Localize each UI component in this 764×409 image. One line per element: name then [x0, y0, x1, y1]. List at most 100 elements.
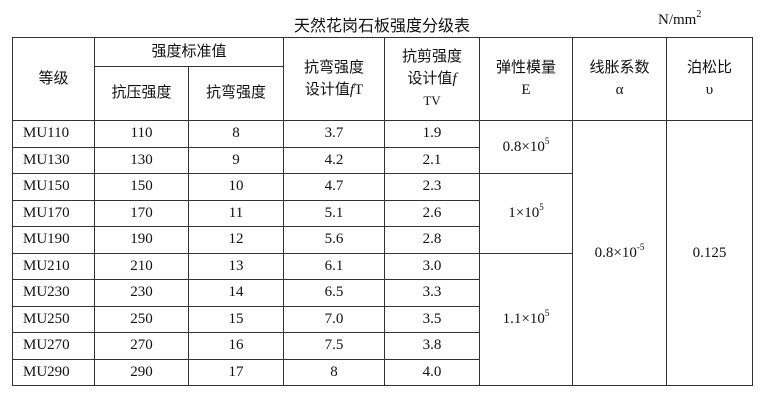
cell-flex-design: 8: [283, 358, 386, 386]
cell-shear-design: 3.5: [384, 305, 481, 333]
cell-expansion: 0.8×10-5: [572, 120, 668, 386]
cell-flex-design: 7.0: [283, 305, 386, 333]
cell-flexural: 13: [187, 252, 285, 280]
cell-flex-design: 6.5: [283, 279, 386, 307]
shear-design-sub: TV: [423, 93, 441, 108]
cell-grade: MU110: [12, 120, 95, 148]
header-standard: 强度标准值: [93, 37, 285, 67]
table-row: MU210 210 13 6.1 3.0 1.1×105: [12, 252, 753, 386]
cell-flex-design: 5.1: [283, 199, 386, 227]
header-expansion: 线胀系数 α: [572, 37, 668, 121]
cell-compressive: 190: [94, 226, 189, 254]
cell-flexural: 12: [187, 226, 285, 254]
cell-grade: MU170: [12, 199, 95, 227]
cell-flexural: 16: [187, 332, 285, 360]
cell-shear-design: 2.8: [384, 226, 481, 254]
header-flex-design: 抗弯强度设计值fT: [283, 37, 386, 121]
cell-flex-design: 5.6: [283, 226, 386, 254]
cell-grade: MU290: [12, 358, 95, 386]
cell-elastic: 1×105: [479, 173, 574, 254]
table-row: MU110 110 8 3.7 1.9 0.8×105 0.8×10-5 0.125: [12, 120, 754, 386]
table-row: MU190 190 12 5.6 2.8: [12, 226, 753, 254]
cell-flex-design: 3.7: [283, 120, 386, 148]
poisson-label: 泊松比: [687, 60, 733, 76]
shear-design-line2: 设计值: [407, 71, 453, 87]
cell-shear-design: 3.8: [384, 332, 481, 360]
cell-grade: MU130: [12, 146, 95, 174]
flex-design-sub: T: [354, 82, 364, 98]
expansion-symbol: α: [615, 82, 624, 98]
cell-grade: MU270: [12, 332, 95, 360]
cell-grade: MU210: [12, 252, 95, 280]
header-grade: 等级: [12, 37, 95, 121]
cell-flexural: 9: [187, 146, 285, 174]
strength-table: 等级 强度标准值 抗弯强度 设计值fT 抗剪强度 设计值f TV 弹性模量 E 线胀系数…: [12, 37, 754, 386]
cell-shear-design: 2.1: [384, 146, 481, 174]
table-title: 天然花岗石板强度分级表: [293, 18, 470, 35]
table-row: MU150 150 10 4.7 2.3 1×105: [12, 173, 753, 254]
shear-design-f: f: [452, 71, 457, 87]
cell-flex-design: 4.2: [283, 146, 386, 174]
cell-grade: MU190: [12, 226, 95, 254]
cell-flex-design: 7.5: [283, 332, 386, 360]
elastic-exp: 5: [544, 307, 550, 318]
flex-design-line1: 抗弯强度: [304, 60, 365, 76]
header-poisson: 泊松比 υ: [666, 37, 754, 121]
cell-compressive: 290: [94, 358, 189, 386]
header-elastic: 弹性模量 E: [479, 37, 574, 121]
cell-flexural: 17: [187, 358, 285, 386]
cell-compressive: 210: [94, 252, 189, 280]
elastic-exp: 5: [539, 201, 544, 212]
table-row: MU230 230 14 6.5 3.3: [12, 279, 753, 307]
flex-design-f: f: [349, 82, 355, 98]
unit-base: N/mm: [658, 12, 697, 28]
elastic-base: 1×10: [508, 204, 540, 221]
cell-compressive: 230: [94, 279, 189, 307]
expansion-base: 0.8×10: [594, 244, 637, 261]
cell-elastic: 0.8×105: [479, 120, 574, 174]
cell-compressive: 170: [94, 199, 189, 227]
cell-grade: MU230: [12, 279, 95, 307]
unit-exp: 2: [696, 9, 702, 20]
cell-shear-design: 3.3: [384, 279, 481, 307]
cell-compressive: 270: [94, 332, 189, 360]
cell-compressive: 150: [94, 173, 189, 201]
cell-flex-design: 4.7: [283, 173, 386, 201]
cell-shear-design: 3.0: [384, 252, 481, 280]
cell-flexural: 14: [187, 279, 285, 307]
table-row: MU170 170 11 5.1 2.6: [12, 199, 753, 227]
table-row: MU130 130 9 4.2 2.1: [12, 146, 753, 174]
elastic-exp: 5: [544, 135, 550, 146]
cell-flexural: 11: [187, 199, 285, 227]
table-row: MU270 270 16 7.5 3.8: [12, 332, 753, 360]
cell-flexural: 8: [187, 120, 285, 148]
elastic-base: 0.8×10: [502, 138, 545, 155]
cell-compressive: 130: [94, 146, 189, 174]
cell-shear-design: 2.3: [384, 173, 481, 201]
cell-grade: MU150: [12, 173, 95, 201]
header-flexural: 抗弯强度: [187, 66, 285, 121]
cell-poisson: 0.125: [666, 120, 754, 386]
table-row: MU290 290 17 8 4.0: [12, 358, 753, 386]
flex-design-line2: 设计值: [304, 82, 350, 98]
shear-design-line1: 抗剪强度: [402, 49, 463, 65]
elastic-base: 1.1×10: [502, 310, 545, 327]
cell-flexural: 15: [187, 305, 285, 333]
header-compressive: 抗压强度: [94, 66, 189, 121]
poisson-symbol: υ: [705, 82, 714, 98]
table-row: MU250 250 15 7.0 3.5: [12, 305, 753, 333]
header-shear-design: 抗剪强度设计值f TV: [384, 37, 481, 121]
cell-shear-design: 4.0: [384, 358, 481, 386]
expansion-label: 线胀系数: [589, 60, 650, 76]
expansion-exp: -5: [636, 241, 645, 252]
elastic-label: 弹性模量: [496, 60, 557, 76]
cell-compressive: 110: [94, 120, 189, 148]
cell-compressive: 250: [94, 305, 189, 333]
cell-flexural: 10: [187, 173, 285, 201]
unit-label: N/mm2: [658, 9, 702, 29]
cell-flex-design: 6.1: [283, 252, 386, 280]
cell-shear-design: 2.6: [384, 199, 481, 227]
cell-elastic: 1.1×105: [479, 252, 574, 386]
cell-shear-design: 1.9: [384, 120, 481, 148]
elastic-symbol: E: [521, 82, 531, 98]
